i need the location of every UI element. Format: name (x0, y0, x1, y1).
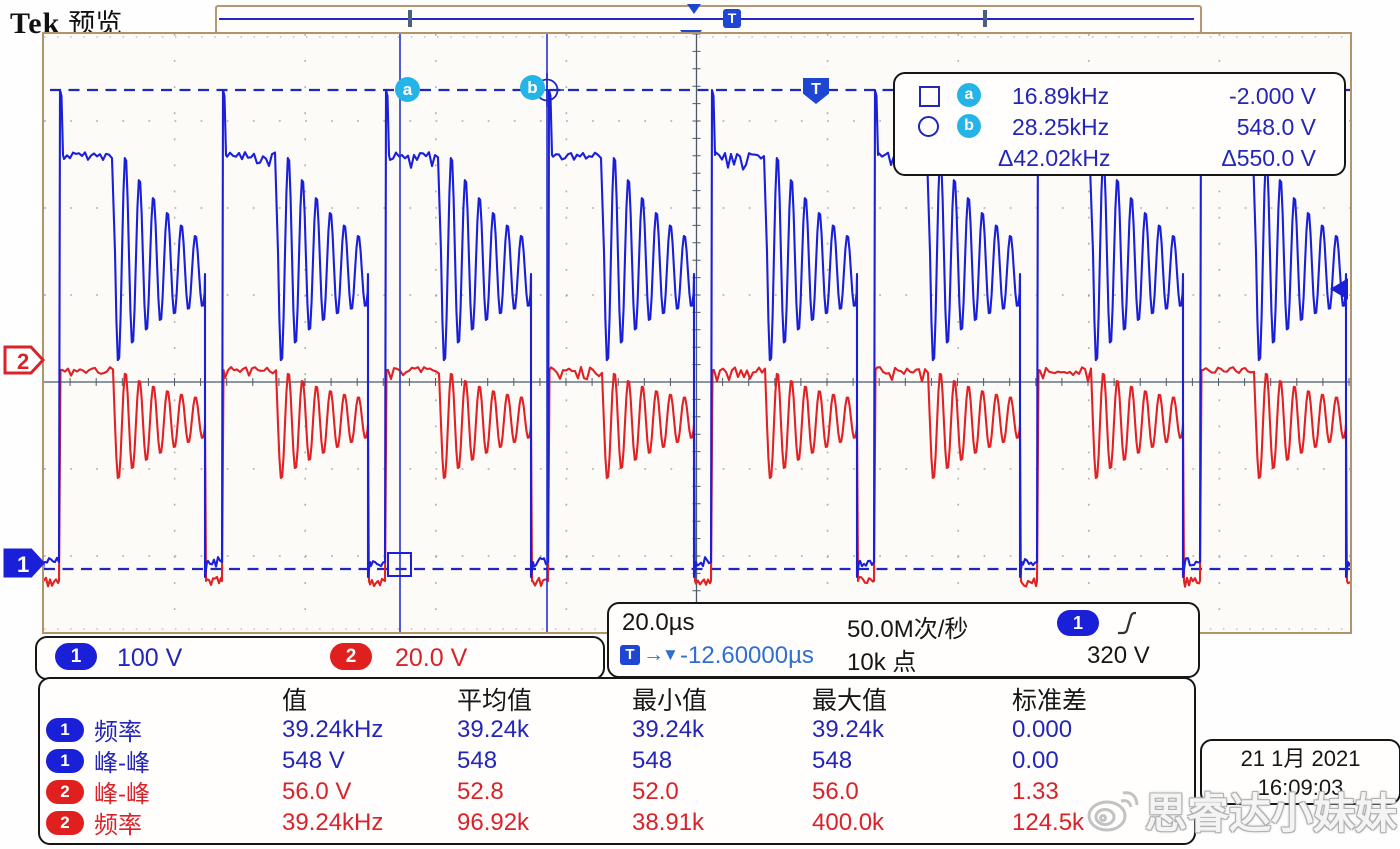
cursor-b-frequency: 28.25kHz (1012, 114, 1110, 140)
ch2-position-marker[interactable]: 2 (3, 345, 45, 375)
trigger-source-badge[interactable]: 1 (1057, 610, 1099, 636)
meas-name: 峰-峰 (94, 750, 150, 777)
cursor-a-frequency: 16.89kHz (1012, 83, 1110, 109)
cursor-a-voltage: -2.000 V (1229, 83, 1316, 109)
ch1-row-badge: 1 (46, 748, 84, 773)
meas-cell: 56.0 V (282, 777, 352, 805)
meas-cell: 96.92k (457, 808, 530, 836)
meas-cell: 39.24k (812, 715, 885, 743)
cursor-b-badge[interactable]: b (520, 75, 545, 100)
record-line (219, 18, 1194, 20)
cursor-a-square-icon (919, 86, 940, 107)
meas-cell: 548 (457, 746, 498, 774)
watermark-text: 思睿达小妹妹 (1145, 790, 1398, 837)
trigger-readout-box: 20.0µs 50.0M次/秒 1 T → ▼ -12.60000µs 10k … (607, 602, 1200, 678)
meas-row-label: 2 峰-峰 (46, 774, 282, 809)
measurement-table: 值 平均值 最小值 最大值 标准差 1 频率 39.24kHz 39.24k 3… (38, 677, 1196, 845)
meas-cell: 38.91k (632, 808, 705, 836)
datetime-box: 21 1月 2021 16:09:03 (1200, 739, 1400, 805)
col-header-min: 最小值 (632, 686, 708, 715)
ch1-position-marker[interactable]: 1 (3, 548, 45, 578)
meas-cell: 548 V (282, 746, 345, 774)
cursor-delta-frequency: Δ42.02kHz (998, 145, 1111, 171)
meas-cell: 548 (632, 746, 673, 774)
col-header-max: 最大值 (812, 686, 888, 715)
meas-name: 峰-峰 (94, 781, 150, 808)
expansion-point-icon (687, 4, 701, 14)
trigger-delay[interactable]: -12.60000µs (680, 642, 814, 669)
col-header-value: 值 (282, 686, 308, 715)
meas-name: 频率 (94, 719, 142, 746)
meas-cell: 52.8 (457, 777, 504, 805)
trigger-marker-icon: ▼ (662, 645, 679, 664)
record-length: 10k 点 (847, 649, 917, 676)
cursor-delta-voltage: Δ550.0 V (1221, 145, 1316, 171)
timebase-value[interactable]: 20.0µs (622, 609, 695, 636)
time-label: 16:09:03 (1257, 775, 1344, 800)
record-window-left-bracket[interactable] (408, 10, 412, 27)
trigger-t-icon: T (620, 645, 640, 665)
ch2-row-badge: 2 (46, 779, 84, 804)
meas-cell: 0.00 (1012, 746, 1059, 774)
cursor-a-badge-small: a (957, 83, 981, 107)
meas-cell: 39.24kHz (282, 808, 384, 836)
meas-cell: 39.24kHz (282, 715, 384, 743)
meas-cell: 56.0 (812, 777, 859, 805)
ch1-row-badge: 1 (46, 717, 84, 742)
ch2-scale[interactable]: 20.0 V (395, 644, 468, 672)
cursor-readout-box: a 16.89kHz -2.000 V b 28.25kHz 548.0 V Δ… (893, 72, 1346, 176)
meas-cell: 1.33 (1012, 777, 1059, 805)
meas-cell: 124.5k (1012, 808, 1085, 836)
cursor-a-badge[interactable]: a (395, 77, 420, 102)
ch2-badge[interactable]: 2 (330, 643, 372, 670)
channel-scale-box: 1 100 V 2 20.0 V (35, 636, 605, 680)
col-header-mean: 平均值 (457, 686, 533, 715)
meas-row-label: 1 峰-峰 (46, 743, 282, 778)
sample-rate: 50.0M次/秒 (847, 616, 969, 643)
ch2-marker-label: 2 (17, 349, 29, 374)
weibo-logo-icon (1087, 790, 1139, 831)
meas-cell: 400.0k (812, 808, 885, 836)
ch1-marker-label: 1 (17, 552, 29, 577)
record-window-right-bracket[interactable] (983, 10, 987, 27)
trigger-level[interactable]: 320 V (1087, 642, 1150, 669)
ch1-scale[interactable]: 100 V (117, 644, 183, 672)
meas-cell: 0.000 (1012, 715, 1073, 743)
cursor-b-badge-small: b (957, 114, 981, 138)
record-view-bar[interactable]: T (215, 4, 1202, 34)
watermark: 思睿达小妹妹 (1085, 780, 1397, 841)
col-header-stddev: 标准差 (1012, 686, 1088, 715)
rising-edge-icon (1118, 611, 1136, 635)
meas-cell: 52.0 (632, 777, 679, 805)
meas-cell: 39.24k (632, 715, 705, 743)
meas-name: 频率 (94, 812, 142, 839)
tek-logo: Tek 预览 (10, 2, 122, 41)
cursor-b-circle-icon (918, 116, 939, 137)
waveform-display (44, 34, 1350, 632)
meas-cell: 548 (812, 746, 853, 774)
meas-cell: 39.24k (457, 715, 530, 743)
ch2-row-badge: 2 (46, 810, 84, 835)
ch1-badge[interactable]: 1 (55, 643, 97, 670)
trigger-position-icon[interactable]: T (723, 9, 741, 28)
meas-row-label: 1 频率 (46, 712, 282, 747)
date-label: 21 1月 2021 (1240, 746, 1361, 771)
meas-row-label: 2 频率 (46, 805, 282, 840)
trigger-arrow-icon: → (643, 643, 664, 666)
cursor-b-voltage: 548.0 V (1236, 114, 1316, 140)
